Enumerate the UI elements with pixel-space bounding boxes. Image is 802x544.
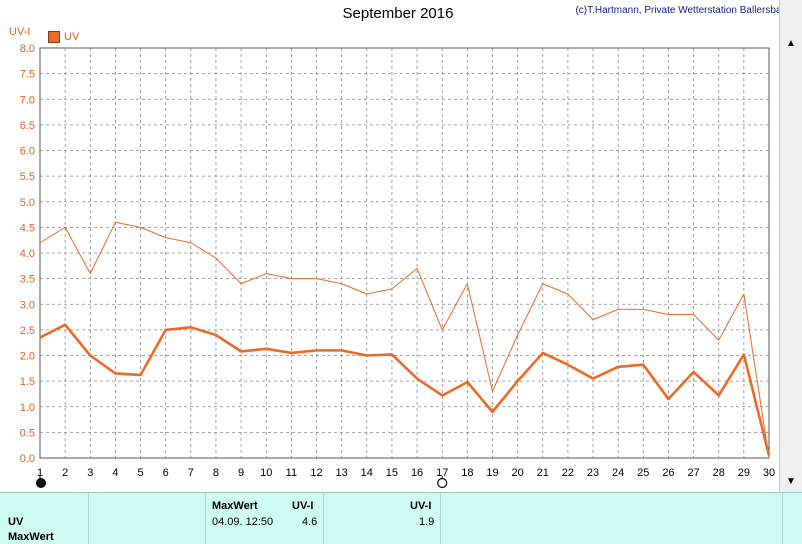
x-tick-label: 14	[361, 467, 373, 479]
divider	[782, 493, 783, 544]
x-tick-label: 1	[37, 467, 43, 479]
maxwert-header: MaxWert	[212, 500, 258, 512]
y-tick-label: 2.0	[20, 351, 35, 363]
legend-swatch	[48, 31, 60, 43]
y-tick-label: 5.5	[20, 171, 35, 183]
y-tick-label: 7.0	[20, 94, 35, 106]
x-tick-label: 27	[687, 467, 699, 479]
x-tick-label: 2	[62, 467, 68, 479]
y-axis-label: UV-I	[9, 26, 31, 38]
x-tick-label: 20	[511, 467, 523, 479]
copyright-text: (c)T.Hartmann, Private Wetterstation Bal…	[575, 5, 792, 16]
y-tick-label: 3.5	[20, 274, 35, 286]
x-tick-label: 30	[763, 467, 775, 479]
x-tick-label: 15	[386, 467, 398, 479]
x-tick-label: 8	[213, 467, 219, 479]
value-2: 1.9	[419, 516, 435, 528]
y-tick-label: 3.0	[20, 299, 35, 311]
x-tick-label: 19	[486, 467, 498, 479]
scroll-up-icon[interactable]: ▲	[786, 38, 796, 49]
x-tick-label: 26	[662, 467, 674, 479]
x-tick-label: 25	[637, 467, 649, 479]
y-tick-label: 0.0	[20, 453, 35, 465]
uvi-header-2: UV-I	[410, 500, 432, 512]
filled-circle-icon	[36, 478, 46, 488]
x-tick-label: 22	[562, 467, 574, 479]
y-tick-label: 1.0	[20, 402, 35, 414]
max-datetime: 04.09. 12:50	[212, 516, 274, 528]
legend-label: UV	[64, 31, 80, 43]
uv-chart: 0.0 0.5 1.0 1.5 2.0 2.5 3.0 3.5 4.0 4.5 5.0 5.5 6.0 6…	[20, 43, 775, 489]
y-tick-label: 8.0	[20, 43, 35, 55]
x-tick-label: 28	[713, 467, 725, 479]
y-tick-label: 5.0	[20, 197, 35, 209]
x-tick-label: 23	[587, 467, 599, 479]
footer-table: UV MaxWert MaxWert UV-I UV-I 04.09. 12:5…	[0, 492, 802, 544]
x-tick-label: 29	[738, 467, 750, 479]
x-tick-label: 3	[87, 467, 93, 479]
x-tick-label: 6	[163, 467, 169, 479]
chart-title: September 2016	[342, 5, 454, 22]
open-circle-icon	[437, 477, 448, 489]
y-tick-label: 1.5	[20, 376, 35, 388]
series-line-thin	[39, 221, 770, 459]
y-tick-label: 0.5	[20, 427, 35, 439]
divider	[205, 493, 206, 544]
x-tick-label: 16	[411, 467, 423, 479]
x-tick-label: 18	[461, 467, 473, 479]
x-tick-label: 12	[310, 467, 322, 479]
x-tick-label: 11	[286, 467, 297, 479]
x-tick-label: 21	[537, 467, 549, 479]
scroll-down-icon[interactable]: ▼	[786, 476, 796, 487]
uvi-header: UV-I	[292, 500, 314, 512]
x-tick-label: 4	[112, 467, 118, 479]
x-tick-label: 10	[260, 467, 272, 479]
y-tick-label: 4.5	[20, 222, 35, 234]
y-tick-label: 7.5	[20, 69, 35, 81]
y-tick-label: 4.0	[20, 248, 35, 260]
y-tick-label: 6.0	[20, 146, 35, 158]
x-tick-label: 7	[188, 467, 194, 479]
x-tick-label: 5	[137, 467, 143, 479]
x-tick-label: 24	[612, 467, 624, 479]
divider	[323, 493, 324, 544]
vertical-scrollbar[interactable]: ▲ ▼	[779, 0, 802, 492]
x-tick-label: 17	[436, 467, 448, 479]
y-tick-label: 6.5	[20, 120, 35, 132]
y-tick-label: 2.5	[20, 325, 35, 337]
max-value: 4.6	[302, 516, 318, 528]
divider	[88, 493, 89, 544]
divider	[440, 493, 441, 544]
legend: UV	[48, 31, 79, 43]
row-label-uv: UV	[8, 516, 24, 528]
row-label-maxwert: MaxWert	[8, 531, 54, 543]
series-line-thick	[39, 323, 771, 456]
x-tick-label: 13	[336, 467, 348, 479]
x-tick-label: 9	[238, 467, 244, 479]
